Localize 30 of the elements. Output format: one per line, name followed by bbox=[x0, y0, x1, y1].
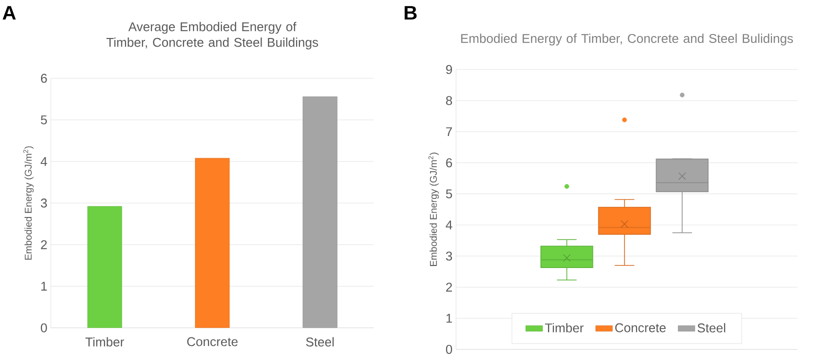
x-tick-label: Concrete bbox=[187, 337, 238, 346]
y-tick-label: 0 bbox=[40, 323, 47, 332]
x-tick-label: Steel bbox=[306, 337, 334, 346]
y-tick-label: 8 bbox=[446, 96, 452, 106]
y-axis-title: Embodied Energy (GJ/m$^{2}$) bbox=[23, 146, 34, 260]
legend-label: Timber bbox=[544, 323, 584, 332]
y-tick-label: 5 bbox=[446, 189, 452, 198]
y-tick-label: 4 bbox=[40, 157, 48, 166]
y-tick-label: 1 bbox=[41, 282, 47, 291]
y-tick-label: 3 bbox=[446, 252, 452, 261]
y-tick-label: 0 bbox=[446, 344, 452, 354]
text: A bbox=[2, 6, 16, 20]
y-tick-label: 7 bbox=[446, 127, 452, 136]
chart-title: Embodied Energy of Timber, Concrete and Steel Bulidings bbox=[461, 34, 793, 46]
y-tick-label: 4 bbox=[446, 220, 452, 230]
y-tick-label: 3 bbox=[40, 198, 47, 208]
chart-title: Average Embodied Energy of Timber, Concrete and Steel Buildings bbox=[106, 22, 318, 50]
y-tick-label: 6 bbox=[446, 158, 452, 168]
y-tick-label: 2 bbox=[446, 282, 452, 292]
y-tick-label: 1 bbox=[446, 314, 452, 323]
y-axis-title: Embodied Energy (GJ/m$^{2}$) bbox=[428, 152, 439, 266]
x-tick-label: Timber bbox=[85, 337, 124, 346]
bar bbox=[302, 96, 338, 328]
legend-label: Steel bbox=[698, 323, 726, 332]
y-tick-label: 9 bbox=[446, 64, 452, 74]
y-tick-label: 6 bbox=[41, 74, 47, 83]
legend-label: Concrete bbox=[615, 323, 666, 332]
text: B bbox=[404, 6, 417, 20]
y-tick-label: 2 bbox=[41, 240, 47, 250]
y-tick-label: 5 bbox=[40, 115, 47, 124]
